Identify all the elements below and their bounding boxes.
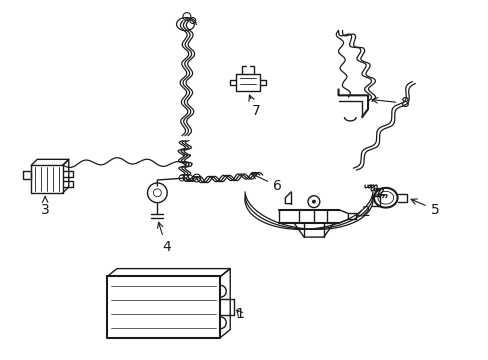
Text: 3: 3 (41, 197, 49, 216)
Text: 7: 7 (248, 95, 260, 118)
Text: 6: 6 (251, 174, 282, 193)
Text: 2: 2 (356, 204, 370, 219)
Text: 1: 1 (235, 307, 244, 321)
Text: 8: 8 (371, 96, 409, 110)
Text: 4: 4 (157, 222, 170, 254)
Circle shape (311, 200, 315, 204)
Text: 5: 5 (410, 199, 439, 216)
